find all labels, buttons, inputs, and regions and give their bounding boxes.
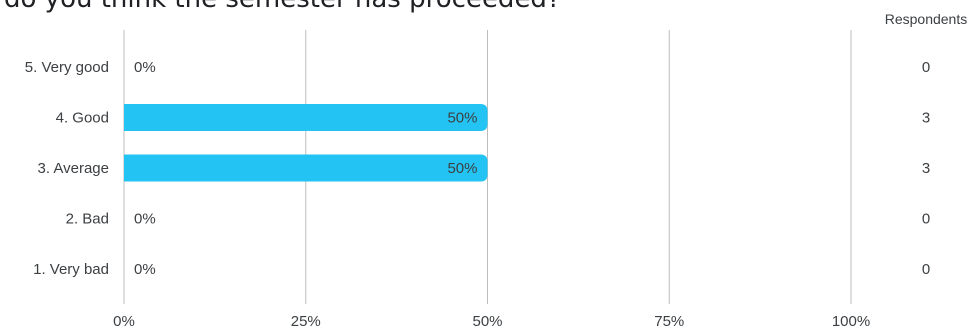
category-label: 1. Very bad	[33, 261, 109, 278]
category-label: 3. Average	[38, 160, 109, 177]
data-label: 50%	[447, 110, 477, 127]
bars	[124, 104, 488, 182]
data-label: 0%	[134, 211, 156, 228]
x-tick-label: 50%	[472, 313, 502, 330]
x-tick-label: 100%	[832, 313, 870, 330]
category-label: 2. Bad	[66, 211, 109, 228]
category-labels: 5. Very good 4. Good 3. Average 2. Bad 1. Ve…	[25, 59, 109, 278]
respondent-count: 0	[922, 211, 930, 228]
x-tick-label: 75%	[654, 313, 684, 330]
category-label: 4. Good	[56, 110, 109, 127]
data-label: 0%	[134, 59, 156, 76]
respondent-counts: 0 3 3 0 0	[922, 59, 930, 278]
bar	[124, 154, 488, 182]
data-labels: 0% 50% 50% 0% 0%	[134, 59, 478, 278]
data-label: 50%	[447, 160, 477, 177]
x-tick-label: 0%	[113, 313, 135, 330]
respondent-count: 3	[922, 160, 930, 177]
data-label: 0%	[134, 261, 156, 278]
category-label: 5. Very good	[25, 59, 109, 76]
respondent-count: 0	[922, 261, 930, 278]
question-title: do you think the semester has proceeded?	[4, 0, 561, 14]
respondent-count: 3	[922, 110, 930, 127]
respondents-header: Respondents	[885, 11, 968, 27]
bar	[124, 104, 488, 131]
x-tick-labels: 0% 25% 50% 75% 100%	[113, 313, 870, 330]
x-tick-label: 25%	[291, 313, 321, 330]
respondent-count: 0	[922, 59, 930, 76]
